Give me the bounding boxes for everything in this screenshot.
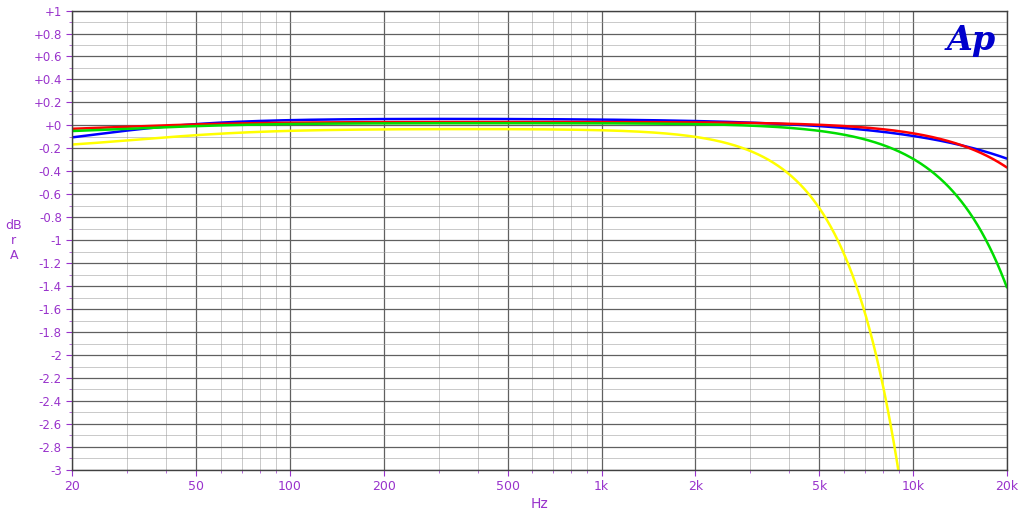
- Y-axis label: dB
r
A: dB r A: [5, 219, 23, 262]
- X-axis label: Hz: Hz: [530, 497, 549, 511]
- Text: Ap: Ap: [946, 24, 995, 57]
